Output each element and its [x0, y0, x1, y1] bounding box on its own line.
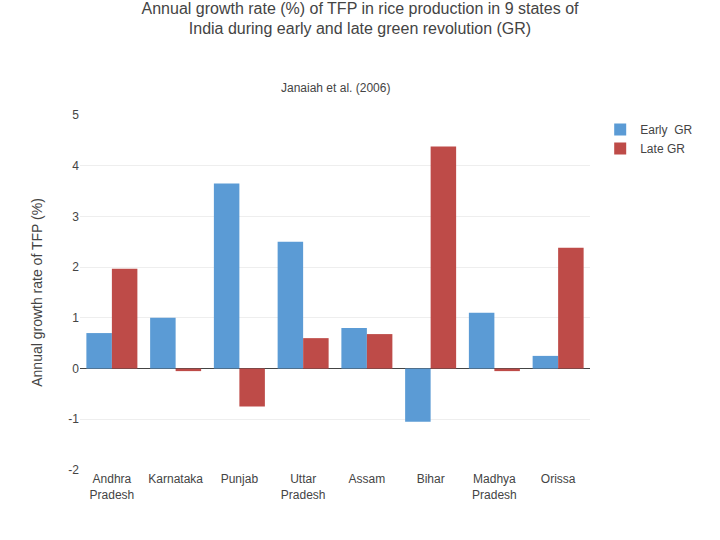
- svg-text:5: 5: [72, 108, 79, 122]
- svg-text:Karnataka: Karnataka: [148, 472, 203, 486]
- svg-text:UttarPradesh: UttarPradesh: [281, 472, 326, 502]
- svg-text:AndhraPradesh: AndhraPradesh: [90, 472, 135, 502]
- svg-text:Early GR: Early GR: [640, 123, 692, 137]
- svg-text:Punjab: Punjab: [221, 472, 259, 486]
- svg-text:-1: -1: [68, 412, 79, 426]
- svg-text:Late GR: Late GR: [640, 142, 685, 156]
- svg-text:Janaiah et al. (2006): Janaiah et al. (2006): [281, 81, 390, 95]
- svg-text:0: 0: [72, 362, 79, 376]
- svg-text:1: 1: [72, 311, 79, 325]
- svg-text:Annual growth rate of TFP (%): Annual growth rate of TFP (%): [29, 198, 45, 387]
- svg-text:MadhyaPradesh: MadhyaPradesh: [472, 472, 517, 502]
- svg-text:Assam: Assam: [349, 472, 386, 486]
- svg-text:Orissa: Orissa: [541, 472, 576, 486]
- svg-text:4: 4: [72, 159, 79, 173]
- svg-text:Annual growth rate (%) of TFP: Annual growth rate (%) of TFP in rice pr…: [142, 0, 580, 37]
- svg-text:3: 3: [72, 210, 79, 224]
- svg-text:-2: -2: [68, 463, 79, 477]
- svg-text:2: 2: [72, 260, 79, 274]
- svg-text:Bihar: Bihar: [417, 472, 445, 486]
